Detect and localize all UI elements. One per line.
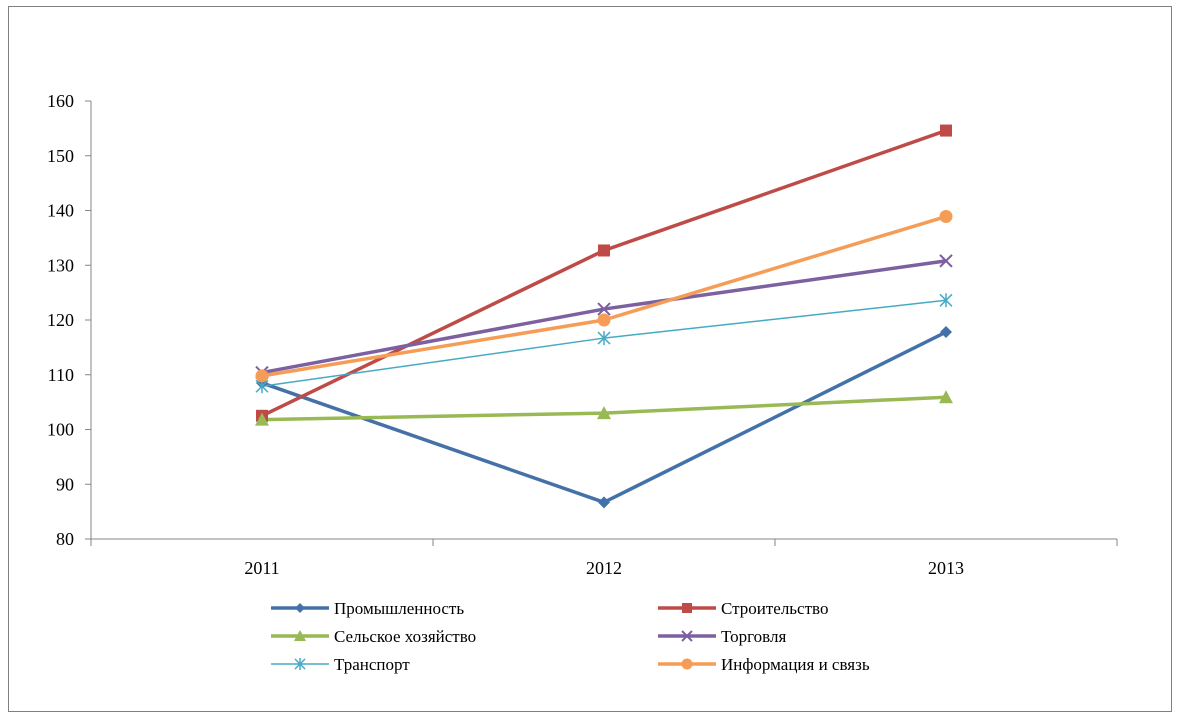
data-point-1-1 [598, 244, 610, 257]
legend-item-0: Промышленность [271, 599, 464, 618]
data-point-5-2 [939, 210, 953, 224]
legend: Промышленность Строительство Сельское хозя… [271, 599, 870, 674]
y-tick-label: 120 [47, 310, 74, 330]
data-point-4-2 [939, 293, 953, 308]
y-tick-label: 130 [47, 255, 74, 275]
legend-swatch-marker [682, 603, 692, 613]
legend-label: Строительство [721, 599, 828, 618]
data-point-5-1 [597, 313, 611, 327]
legend-item-1: Строительство [658, 599, 828, 618]
chart-frame [8, 6, 1172, 712]
y-tick-label: 100 [47, 420, 74, 440]
legend-swatch-marker [294, 658, 306, 670]
y-tick-label: 110 [48, 365, 74, 385]
data-point-0-1 [598, 496, 610, 509]
x-tick-label: 2012 [586, 558, 622, 578]
legend-label: Торговля [721, 627, 786, 646]
x-tick-label: 2011 [244, 558, 279, 578]
y-tick-label: 150 [47, 146, 74, 166]
y-tick-label: 160 [47, 91, 74, 111]
data-point-1-2 [940, 124, 952, 137]
y-tick-labels: 80 90 100 110 120 130 140 150 160 [47, 91, 74, 549]
series-markers [255, 124, 953, 509]
legend-item-4: Транспорт [271, 655, 410, 674]
data-point-2-1 [597, 406, 611, 420]
legend-swatch-marker [295, 603, 305, 613]
data-point-5-0 [255, 369, 269, 383]
data-point-3-1 [597, 302, 611, 316]
series-line-1 [261, 128, 947, 418]
data-point-2-2 [939, 390, 953, 404]
data-point-2-0 [255, 412, 269, 426]
legend-label: Сельское хозяйство [334, 627, 476, 646]
legend-swatch-marker [681, 630, 693, 642]
data-point-4-1 [597, 331, 611, 346]
y-tick-label: 80 [56, 529, 74, 549]
legend-swatch-marker [294, 630, 306, 641]
legend-label: Информация и связь [721, 655, 870, 674]
legend-swatch-marker [681, 658, 693, 670]
legend-item-3: Торговля [658, 627, 786, 646]
legend-item-2: Сельское хозяйство [271, 627, 476, 646]
x-tick-label: 2013 [928, 558, 964, 578]
legend-label: Промышленность [334, 599, 464, 618]
data-point-3-2 [939, 254, 953, 268]
y-tick-label: 90 [56, 474, 74, 494]
axes [85, 100, 1118, 546]
x-tick-labels: 2011 2012 2013 [244, 558, 964, 578]
y-tick-label: 140 [47, 201, 74, 221]
legend-item-5: Информация и связь [658, 655, 870, 674]
legend-label: Транспорт [334, 655, 410, 674]
data-point-0-2 [940, 326, 952, 339]
